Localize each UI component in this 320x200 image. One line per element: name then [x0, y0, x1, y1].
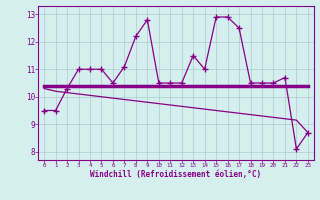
X-axis label: Windchill (Refroidissement éolien,°C): Windchill (Refroidissement éolien,°C) — [91, 170, 261, 179]
